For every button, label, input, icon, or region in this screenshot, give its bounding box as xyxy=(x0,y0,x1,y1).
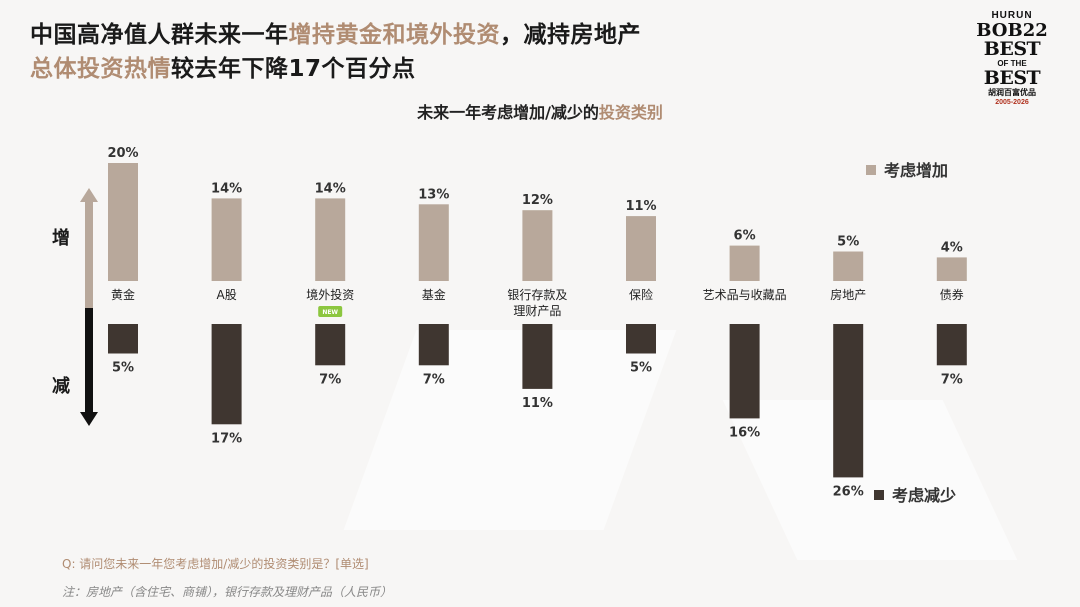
page-title: 中国高净值人群未来一年增持黄金和境外投资，减持房地产 总体投资热情较去年下降17… xyxy=(30,18,641,86)
bar-increase xyxy=(522,210,553,281)
data-label-increase: 12% xyxy=(522,193,553,208)
new-badge xyxy=(318,306,343,317)
bar-decrease xyxy=(418,324,449,366)
bar-decrease xyxy=(936,324,967,366)
axis-arrow-down-head xyxy=(80,412,98,426)
category-label: 艺术品与收藏品 xyxy=(703,288,787,302)
data-label-increase: 4% xyxy=(941,240,963,255)
data-label-increase: 6% xyxy=(734,229,756,244)
data-label-decrease: 7% xyxy=(319,372,341,387)
legend-swatch-decrease xyxy=(874,490,884,500)
data-label-increase: 14% xyxy=(211,181,242,196)
bar-increase xyxy=(936,257,967,281)
category-label: 保险 xyxy=(629,287,653,302)
footnote: 注：房地产（含住宅、商铺），银行存款及理财产品（人民币） xyxy=(62,585,393,599)
chart-subtitle: 未来一年考虑增加/减少的投资类别 xyxy=(417,103,663,122)
category-label: 债券 xyxy=(940,287,964,302)
data-label-decrease: 26% xyxy=(833,484,864,499)
data-label-increase: 14% xyxy=(315,181,346,196)
axis-arrow-up-shaft xyxy=(85,200,93,308)
bar-increase xyxy=(211,198,242,281)
bar-increase xyxy=(729,245,760,281)
title-line-2: 总体投资热情较去年下降17个百分点 xyxy=(30,56,416,82)
data-label-decrease: 17% xyxy=(211,431,242,446)
bar-increase xyxy=(626,216,656,281)
data-label-increase: 13% xyxy=(418,187,449,202)
axis-arrow-down-shaft xyxy=(85,308,93,414)
category-label: 基金 xyxy=(422,287,446,302)
data-label-decrease: 7% xyxy=(423,372,445,387)
bar-decrease xyxy=(626,324,656,354)
bar-decrease xyxy=(729,324,760,419)
new-badge-label: NEW xyxy=(322,309,338,316)
data-label-decrease: 7% xyxy=(941,372,963,387)
category-label: 黄金 xyxy=(111,287,135,302)
category-label: 银行存款及 xyxy=(507,288,567,302)
category-label: 理财产品 xyxy=(513,304,561,318)
bar-increase xyxy=(418,204,449,281)
legend-swatch-increase xyxy=(866,165,876,175)
data-label-decrease: 5% xyxy=(112,361,134,376)
survey-question: Q: 请问您未来一年您考虑增加/减少的投资类别是？[单选] xyxy=(62,557,369,571)
bar-decrease xyxy=(833,324,864,478)
data-label-decrease: 16% xyxy=(729,425,760,440)
category-label: 房地产 xyxy=(830,287,866,302)
decrease-side-label: 减 xyxy=(52,376,70,397)
bar-increase xyxy=(108,163,138,281)
bar-increase xyxy=(315,198,346,281)
category-label: A股 xyxy=(216,288,236,302)
data-label-increase: 11% xyxy=(625,199,656,214)
data-label-increase: 20% xyxy=(107,146,138,161)
bar-decrease xyxy=(522,324,553,389)
increase-side-label: 增 xyxy=(52,228,70,249)
axis-arrow-up-head xyxy=(80,188,98,202)
bar-decrease xyxy=(211,324,242,425)
legend-increase: 考虑增加 xyxy=(866,157,948,181)
bar-decrease xyxy=(315,324,346,366)
title-line-1: 中国高净值人群未来一年增持黄金和境外投资，减持房地产 xyxy=(30,22,641,48)
bar-increase xyxy=(833,251,864,281)
hurun-logo: HURUN BOB22 BEST OF THE BEST 胡润百富优品 2005… xyxy=(976,10,1048,106)
data-label-decrease: 5% xyxy=(630,361,652,376)
data-label-increase: 5% xyxy=(837,235,859,250)
data-label-decrease: 11% xyxy=(522,396,553,411)
legend-decrease: 考虑减少 xyxy=(874,482,956,506)
bar-decrease xyxy=(108,324,138,354)
category-label: 境外投资 xyxy=(306,287,354,302)
